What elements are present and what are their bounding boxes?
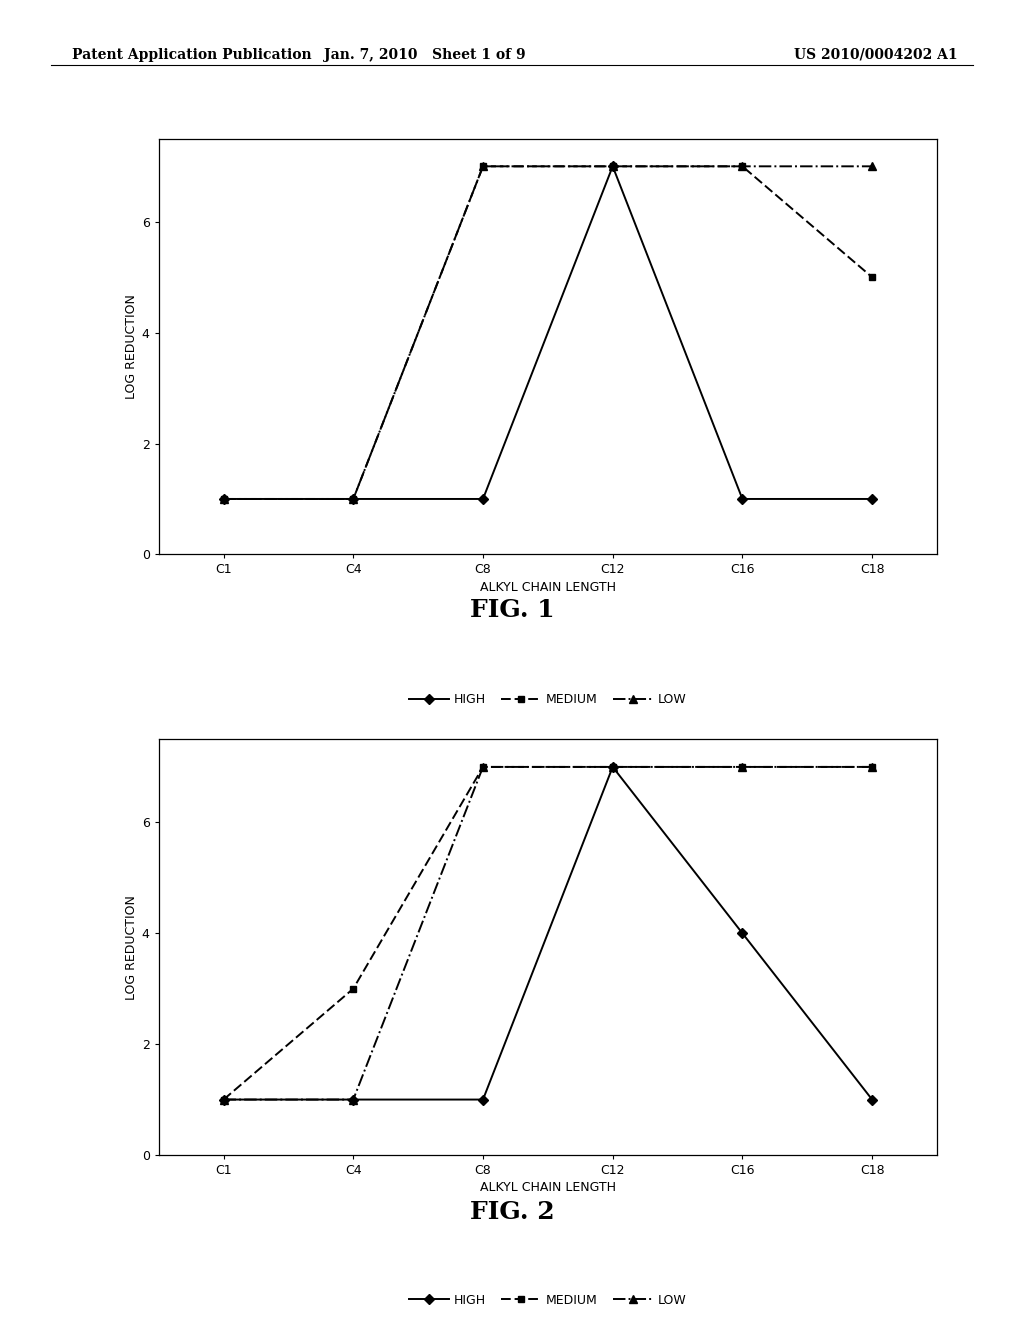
Text: US 2010/0004202 A1: US 2010/0004202 A1 xyxy=(794,48,957,62)
Legend: HIGH, MEDIUM, LOW: HIGH, MEDIUM, LOW xyxy=(409,693,687,706)
Text: Jan. 7, 2010   Sheet 1 of 9: Jan. 7, 2010 Sheet 1 of 9 xyxy=(325,48,525,62)
Text: FIG. 2: FIG. 2 xyxy=(470,1200,554,1224)
Y-axis label: LOG REDUCTION: LOG REDUCTION xyxy=(125,294,137,399)
Text: FIG. 1: FIG. 1 xyxy=(470,598,554,622)
Y-axis label: LOG REDUCTION: LOG REDUCTION xyxy=(125,895,137,999)
X-axis label: ALKYL CHAIN LENGTH: ALKYL CHAIN LENGTH xyxy=(480,581,615,594)
X-axis label: ALKYL CHAIN LENGTH: ALKYL CHAIN LENGTH xyxy=(480,1181,615,1195)
Text: Patent Application Publication: Patent Application Publication xyxy=(72,48,311,62)
Legend: HIGH, MEDIUM, LOW: HIGH, MEDIUM, LOW xyxy=(409,1294,687,1307)
